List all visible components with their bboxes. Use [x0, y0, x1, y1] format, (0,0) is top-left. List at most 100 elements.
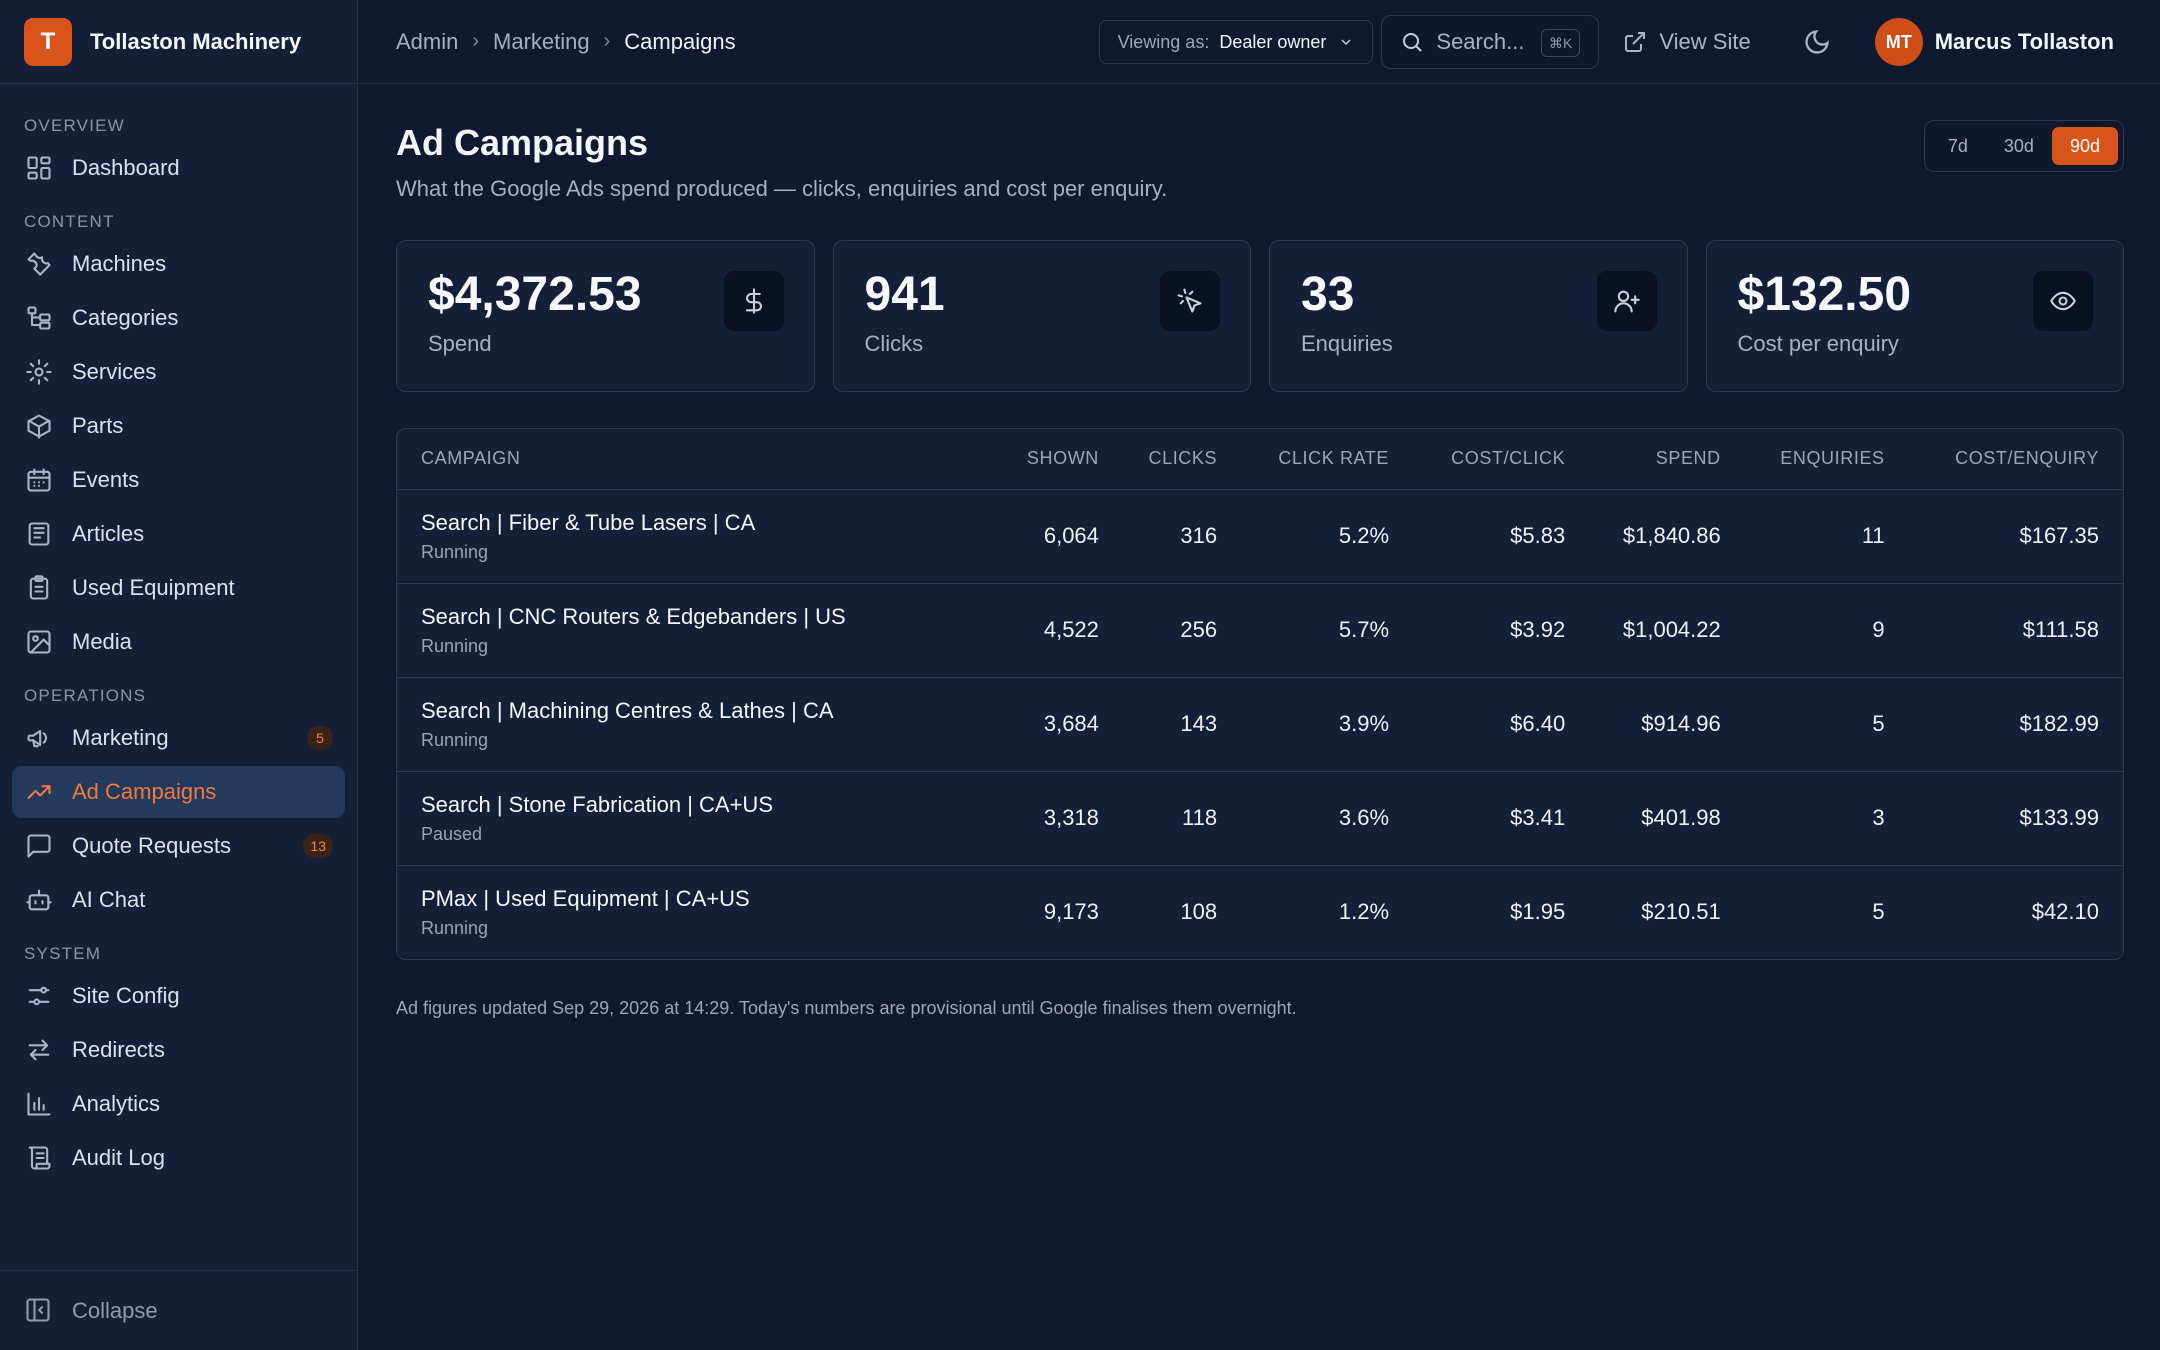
sidebar-item-label: Articles	[72, 521, 145, 546]
breadcrumb-current: Campaigns	[624, 28, 736, 54]
sidebar-item-media[interactable]: Media	[12, 616, 345, 668]
sidebar-item-label: Marketing	[72, 725, 169, 750]
breadcrumb: Admin › Marketing › Campaigns	[396, 29, 736, 55]
campaign-cell: Search | Stone Fabrication | CA+US Pause…	[397, 771, 1001, 866]
range-90d-button[interactable]: 90d	[2051, 127, 2118, 165]
campaign-name[interactable]: Search | Machining Centres & Lathes | CA	[421, 697, 834, 723]
folder-tree-icon	[24, 303, 54, 333]
cell-clicks: 118	[1122, 771, 1242, 866]
table-row[interactable]: PMax | Used Equipment | CA+US Running 9,…	[397, 865, 2123, 959]
external-link-icon	[1625, 32, 1646, 52]
table-row[interactable]: Search | Stone Fabrication | CA+US Pause…	[397, 771, 2123, 866]
sidebar-item-label: Parts	[72, 413, 124, 438]
sidebar-item-services[interactable]: Services	[12, 346, 345, 398]
sidebar-item-label: Audit Log	[72, 1145, 165, 1170]
sidebar-item-label: Redirects	[72, 1037, 165, 1062]
stat-value: $4,372.53	[428, 268, 642, 321]
sidebar-item-label: Media	[72, 629, 132, 654]
sidebar-item-machines[interactable]: Machines	[12, 238, 345, 290]
campaign-name[interactable]: Search | Stone Fabrication | CA+US	[421, 791, 773, 817]
cell-spend: $210.51	[1641, 899, 1721, 925]
sidebar-item-articles[interactable]: Articles	[12, 508, 345, 560]
column-header-clicks[interactable]: CLICKS	[1122, 429, 1242, 490]
search-input[interactable]: Search... ⌘K	[1381, 15, 1600, 69]
sidebar-item-redirects[interactable]: Redirects	[12, 1024, 345, 1076]
cell-enquiries: 11	[1744, 489, 1909, 584]
column-header-campaign[interactable]: CAMPAIGN	[397, 429, 1001, 490]
stat-label: Spend	[428, 331, 492, 356]
sidebar-item-ad-campaigns[interactable]: Ad Campaigns	[12, 766, 345, 818]
user-menu[interactable]: MT Marcus Tollaston	[1874, 18, 2114, 66]
cell-enquiries: 3	[1744, 771, 1909, 866]
search-icon	[1403, 33, 1423, 52]
sidebar-item-marketing[interactable]: Marketing 5	[12, 712, 345, 764]
stats-row: $4,372.53 Spend 941 Clicks 33 Enquiries …	[396, 240, 2124, 392]
sidebar-item-site-config[interactable]: Site Config	[12, 970, 345, 1022]
viewing-as-select[interactable]: Viewing as: Dealer owner	[1098, 20, 1374, 64]
table-row[interactable]: Search | CNC Routers & Edgebanders | US …	[397, 583, 2123, 678]
column-header-cost-click[interactable]: COST/CLICK	[1413, 429, 1590, 490]
campaign-cell: PMax | Used Equipment | CA+US Running	[397, 865, 1000, 959]
campaign-name[interactable]: Search | Fiber & Tube Lasers | CA	[421, 509, 756, 535]
table-row[interactable]: Search | Fiber & Tube Lasers | CA Runnin…	[397, 489, 2123, 584]
cell-clicks: 256	[1122, 583, 1242, 678]
moon-icon[interactable]	[1803, 28, 1831, 56]
cell-cpe: $167.35	[1908, 489, 2123, 584]
cell-cpe: $182.99	[1908, 677, 2123, 772]
page-subtitle: What the Google Ads spend produced — cli…	[396, 176, 1168, 201]
sidebar-item-audit-log[interactable]: Audit Log	[12, 1132, 345, 1184]
cell-rate: 3.9%	[1241, 677, 1414, 772]
cell-cpe: $133.99	[1908, 771, 2123, 866]
stat-value: 33	[1301, 268, 1355, 321]
campaigns-table: CAMPAIGN SHOWN CLICKS CLICK RATE COST/CLICK S…	[396, 428, 2124, 960]
sidebar-item-ai-chat[interactable]: AI Chat	[12, 874, 345, 926]
sidebar-item-events[interactable]: Events	[12, 454, 345, 506]
sidebar-item-analytics[interactable]: Analytics	[12, 1078, 345, 1130]
campaign-status: Running	[421, 541, 489, 562]
brand-logo: T	[24, 17, 72, 66]
brand[interactable]: T Tollaston Machinery	[0, 0, 357, 84]
dashboard-icon	[24, 153, 54, 183]
search-shortcut: ⌘K	[1541, 29, 1581, 57]
cell-spend: $401.98	[1589, 771, 1745, 866]
stat-label: Enquiries	[1301, 331, 1393, 356]
sidebar-item-used-equipment[interactable]: Used Equipment	[12, 562, 345, 614]
cell-clicks: 316	[1122, 489, 1242, 584]
sidebar-item-parts[interactable]: Parts	[12, 400, 345, 452]
eye-icon	[2033, 271, 2093, 331]
campaign-cell: Search | Machining Centres & Lathes | CA…	[397, 677, 1001, 772]
collapse-button[interactable]: Collapse	[0, 1270, 357, 1350]
sidebar-item-label: AI Chat	[72, 887, 146, 912]
sidebar-section-title: SYSTEM	[24, 944, 102, 963]
table-row[interactable]: Search | Machining Centres & Lathes | CA…	[397, 677, 2123, 772]
cell-enquiries: 5	[1872, 899, 1885, 925]
column-header-enquiries[interactable]: ENQUIRIES	[1744, 429, 1909, 490]
cell-clicks: 108	[1180, 899, 1218, 925]
breadcrumb-admin[interactable]: Admin	[396, 28, 459, 54]
range-30d-button[interactable]: 30d	[2003, 135, 2034, 156]
campaign-name[interactable]: Search | CNC Routers & Edgebanders | US	[421, 603, 846, 629]
cursor-click-icon	[1160, 271, 1220, 331]
table-header: CAMPAIGN SHOWN CLICKS CLICK RATE COST/CLICK S…	[397, 429, 2123, 490]
breadcrumb-marketing[interactable]: Marketing	[493, 28, 590, 54]
range-7d-button[interactable]: 7d	[1947, 135, 1968, 156]
sidebar-item-label: Categories	[72, 305, 179, 330]
cell-cpe: $111.58	[1908, 583, 2123, 678]
chevron-right-icon: ›	[472, 30, 480, 52]
bot-icon	[24, 885, 54, 915]
top-bar: Admin › Marketing › Campaigns Viewing as…	[359, 0, 2160, 84]
column-header-shown[interactable]: SHOWN	[1000, 429, 1123, 490]
view-site-link[interactable]: View Site	[1623, 29, 1751, 55]
sidebar-item-categories[interactable]: Categories	[12, 292, 345, 344]
campaign-name[interactable]: PMax | Used Equipment | CA+US	[421, 885, 750, 911]
column-header-spend[interactable]: SPEND	[1589, 429, 1745, 490]
chevron-right-icon: ›	[603, 30, 611, 52]
calendar-icon	[24, 465, 54, 495]
user-plus-icon	[1596, 271, 1657, 331]
column-header-cost-enquiry[interactable]: COST/ENQUIRY	[1908, 429, 2123, 490]
sidebar-item-dashboard[interactable]: Dashboard	[12, 142, 345, 194]
cell-enquiries: 5	[1744, 677, 1909, 772]
sidebar-item-quote-requests[interactable]: Quote Requests 13	[12, 820, 345, 872]
column-header-click-rate[interactable]: CLICK RATE	[1241, 429, 1414, 490]
stat-label: Cost per enquiry	[1737, 331, 1899, 356]
